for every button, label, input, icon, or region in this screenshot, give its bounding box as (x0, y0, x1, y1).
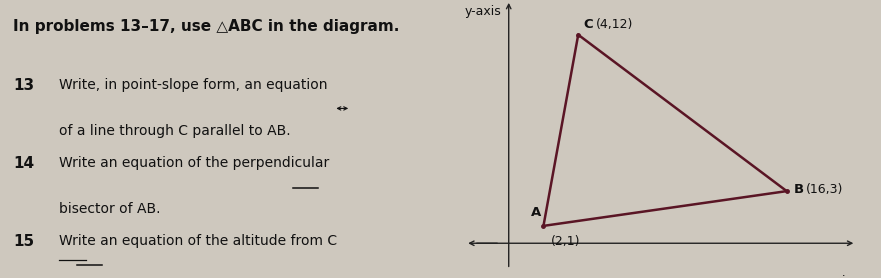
Text: In problems 13–17, use △ABC in the diagram.: In problems 13–17, use △ABC in the diagr… (13, 19, 400, 34)
Text: of a line through C parallel to AB.: of a line through C parallel to AB. (60, 124, 291, 138)
Text: (16,3): (16,3) (806, 183, 843, 196)
Text: 15: 15 (13, 234, 34, 249)
Text: 13: 13 (13, 78, 34, 93)
Text: B: B (794, 183, 803, 196)
Text: (2,1): (2,1) (551, 235, 580, 248)
Text: y-axis: y-axis (465, 5, 502, 18)
Text: Write, in point-slope form, an equation: Write, in point-slope form, an equation (60, 78, 328, 92)
Text: A: A (530, 206, 541, 219)
Text: C: C (583, 18, 593, 31)
Text: x-axis: x-axis (816, 275, 853, 278)
Text: 14: 14 (13, 156, 34, 171)
Text: Write an equation of the perpendicular: Write an equation of the perpendicular (60, 156, 329, 170)
Text: Write an equation of the altitude from C: Write an equation of the altitude from C (60, 234, 337, 247)
Text: (4,12): (4,12) (596, 18, 633, 31)
Text: bisector of AB.: bisector of AB. (60, 202, 161, 215)
